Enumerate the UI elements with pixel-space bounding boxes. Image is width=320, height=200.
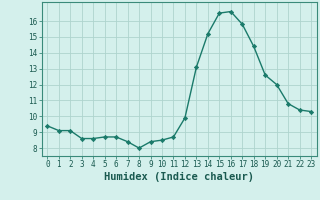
X-axis label: Humidex (Indice chaleur): Humidex (Indice chaleur) bbox=[104, 172, 254, 182]
